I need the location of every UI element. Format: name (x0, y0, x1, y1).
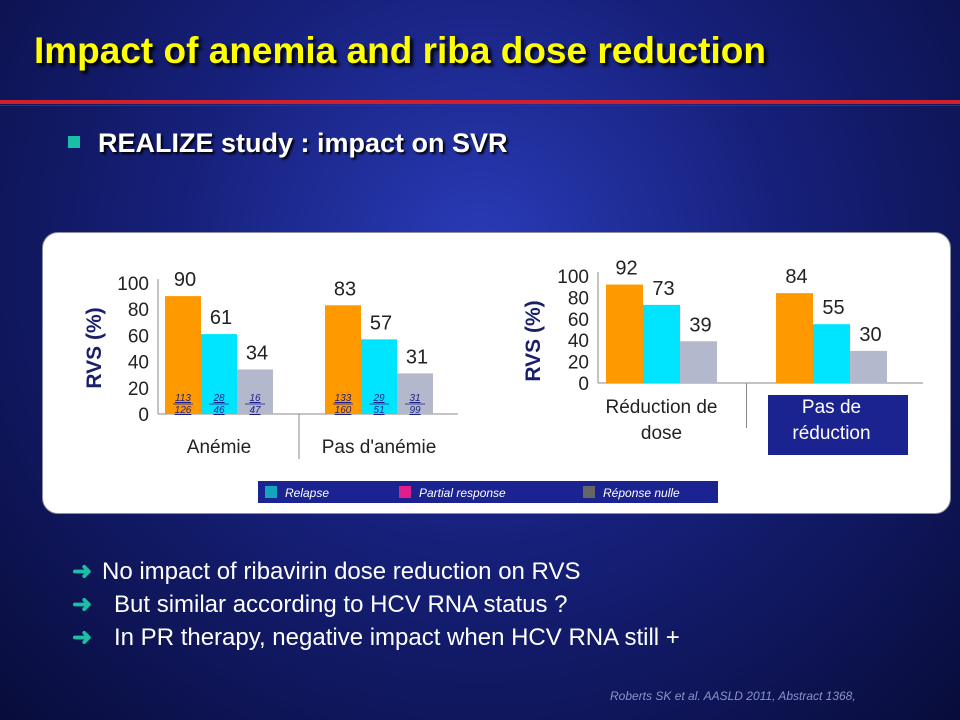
subtitle-row: REALIZE study : impact on SVR (68, 128, 508, 159)
fraction-numerator: 31 (409, 393, 420, 404)
fraction-numerator: 28 (212, 393, 225, 404)
fraction-denominator: 126 (175, 405, 192, 416)
square-bullet-icon (68, 136, 80, 148)
legend-swatch (583, 486, 595, 498)
arrow-right-icon: ➜ (72, 621, 102, 654)
title-divider-shadow (0, 105, 960, 106)
y-tick-label: 20 (128, 379, 149, 400)
conclusion-text: No impact of ribavirin dose reduction on… (102, 558, 580, 585)
bar (776, 293, 813, 383)
y-tick-label: 40 (128, 353, 149, 374)
y-tick-label: 100 (117, 274, 149, 295)
reference-citation: Roberts SK et al. AASLD 2011, Abstract 1… (610, 689, 856, 703)
fraction-numerator: 16 (249, 393, 261, 404)
conclusion-item: ➜ In PR therapy, negative impact when HCV… (72, 621, 932, 654)
data-label: 73 (652, 278, 674, 300)
legend-label: Partial response (419, 486, 506, 500)
y-tick-label: 80 (128, 300, 149, 321)
fraction-numerator: 113 (175, 393, 191, 404)
conclusion-list: ➜ No impact of ribavirin dose reduction o… (72, 555, 932, 654)
arrow-right-icon: ➜ (72, 588, 102, 621)
data-label: 61 (210, 307, 232, 329)
data-label: 31 (406, 346, 428, 368)
title-divider (0, 100, 960, 104)
data-label: 39 (689, 314, 711, 336)
subtitle: REALIZE study : impact on SVR (98, 128, 508, 158)
y-tick-label: 40 (568, 331, 589, 352)
bar (680, 341, 717, 383)
legend-label: Réponse nulle (603, 486, 680, 500)
category-label: réduction (792, 423, 870, 444)
fraction-denominator: 51 (373, 405, 384, 416)
category-label: Pas de (802, 397, 861, 418)
data-label: 55 (822, 297, 844, 319)
arrow-right-icon: ➜ (72, 555, 102, 588)
y-tick-label: 20 (568, 353, 589, 374)
conclusion-item: ➜ But similar according to HCV RNA status… (72, 588, 932, 621)
y-tick-label: 60 (128, 326, 149, 347)
bar (850, 351, 887, 383)
legend-label: Relapse (285, 486, 329, 500)
y-tick-label: 0 (578, 374, 589, 395)
slide-title: Impact of anemia and riba dose reduction (34, 30, 766, 72)
conclusion-item: ➜ No impact of ribavirin dose reduction o… (72, 555, 932, 588)
legend-swatch (399, 486, 411, 498)
chart-panel: RVS (%) 0 20 40 60 80 100 90 113 126 61 28 46 34 16 47 A… (42, 232, 951, 514)
fraction-numerator: 133 (335, 393, 352, 404)
data-label: 30 (859, 324, 881, 346)
y-tick-label: 80 (568, 288, 589, 309)
y-axis-label: RVS (%) (83, 307, 106, 388)
bar (643, 305, 680, 383)
data-label: 92 (615, 258, 637, 280)
data-label: 57 (370, 312, 392, 334)
legend-swatch (265, 486, 277, 498)
bar (813, 324, 850, 383)
y-tick-label: 60 (568, 310, 589, 331)
category-label: dose (641, 423, 682, 444)
conclusion-text: In PR therapy, negative impact when HCV … (102, 624, 680, 651)
data-label: 34 (246, 342, 268, 364)
y-tick-label: 0 (138, 405, 149, 426)
fraction-numerator: 29 (372, 393, 385, 404)
fraction-denominator: 46 (213, 405, 225, 416)
y-axis-label: RVS (%) (522, 300, 545, 381)
fraction-denominator: 47 (249, 405, 261, 416)
data-label: 90 (174, 269, 196, 291)
fraction-denominator: 160 (335, 405, 352, 416)
y-tick-label: 100 (557, 267, 589, 288)
data-label: 84 (785, 266, 807, 288)
category-label: Anémie (187, 437, 251, 458)
category-label: Réduction de (606, 397, 718, 418)
bar (606, 285, 643, 383)
data-label: 83 (334, 278, 356, 300)
category-label: Pas d'anémie (322, 437, 437, 458)
fraction-denominator: 99 (409, 405, 421, 416)
conclusion-text: But similar according to HCV RNA status … (102, 591, 568, 618)
